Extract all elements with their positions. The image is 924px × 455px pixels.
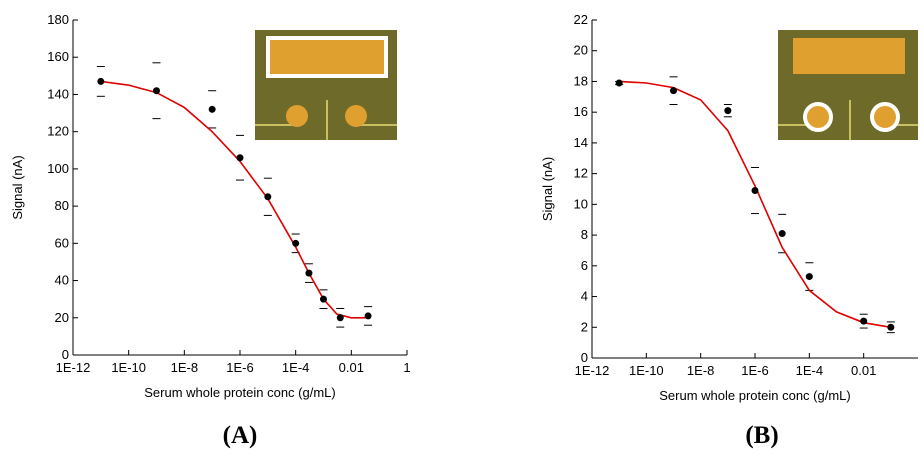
data-point [153, 87, 160, 95]
y-tick-label: 180 [47, 12, 69, 27]
y-tick-label: 10 [574, 196, 588, 211]
x-tick-label: 1E-12 [575, 363, 610, 378]
fit-curve [100, 80, 369, 319]
x-tick-label: 1E-12 [56, 360, 91, 375]
y-tick-label: 0 [62, 347, 69, 362]
y-axis-label: Signal (nA) [540, 157, 555, 221]
x-tick-label: 1E-6 [741, 363, 768, 378]
x-tick-label: 0.01 [339, 360, 364, 375]
y-tick-label: 80 [55, 198, 69, 213]
y-tick-label: 12 [574, 166, 588, 181]
caption: (A) [223, 422, 258, 449]
y-tick-label: 0 [581, 350, 588, 365]
x-tick-label: 1E-8 [687, 363, 714, 378]
y-tick-label: 22 [574, 12, 588, 27]
data-point [670, 87, 677, 95]
data-point [724, 107, 732, 115]
data-point [887, 323, 895, 331]
fit-curve [619, 80, 891, 329]
x-tick-label: 1E-4 [796, 363, 823, 378]
data-point [292, 239, 300, 247]
data-point [208, 105, 216, 113]
y-tick-label: 14 [574, 135, 588, 150]
y-tick-label: 18 [574, 73, 588, 88]
x-tick-label: 1E-10 [111, 360, 146, 375]
data-point [778, 230, 786, 238]
x-axis-label: Serum whole protein conc (g/mL) [144, 385, 335, 400]
x-tick-label: 1E-6 [226, 360, 253, 375]
caption: (B) [745, 422, 778, 449]
inset-photo-a [255, 30, 397, 140]
data-point [97, 77, 105, 85]
x-tick-label: 1E-4 [282, 360, 309, 375]
y-tick-label: 60 [55, 235, 69, 250]
y-tick-label: 8 [581, 227, 588, 242]
data-point [320, 295, 327, 303]
x-tick-label: 0.01 [851, 363, 876, 378]
y-tick-label: 20 [55, 310, 69, 325]
data-point [860, 317, 868, 325]
y-tick-label: 16 [574, 104, 588, 119]
x-tick-label: 1 [403, 360, 410, 375]
data-point [305, 269, 313, 277]
y-tick-label: 100 [47, 161, 69, 176]
inset-photo-b [778, 30, 918, 140]
x-tick-label: 1E-10 [629, 363, 664, 378]
y-tick-label: 160 [47, 49, 69, 64]
data-point [364, 312, 372, 320]
data-point [615, 79, 623, 87]
data-point [336, 314, 344, 322]
data-point [751, 187, 759, 195]
y-tick-label: 4 [581, 289, 588, 304]
x-axis-label: Serum whole protein conc (g/mL) [659, 388, 850, 403]
y-tick-label: 20 [574, 43, 588, 58]
data-point [236, 154, 244, 162]
data-point [805, 273, 813, 281]
y-axis-label: Signal (nA) [10, 155, 25, 219]
y-tick-label: 2 [581, 319, 588, 334]
y-tick-label: 140 [47, 86, 69, 101]
x-tick-label: 1E-8 [171, 360, 198, 375]
y-tick-label: 120 [47, 124, 69, 139]
data-point [264, 193, 272, 201]
y-tick-label: 40 [55, 273, 69, 288]
y-tick-label: 6 [581, 258, 588, 273]
